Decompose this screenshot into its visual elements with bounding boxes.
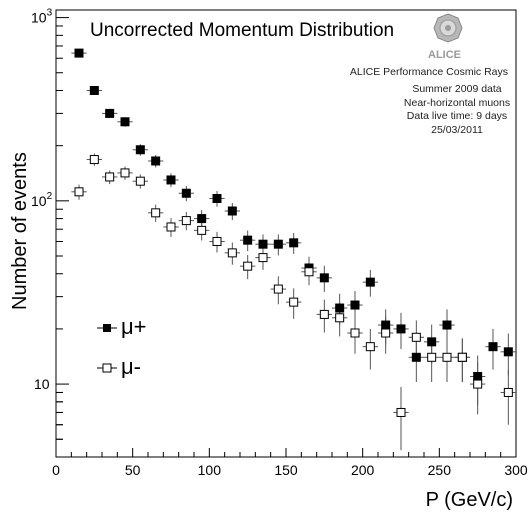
annotation-date: 25/03/2011 (431, 124, 483, 136)
y-tick-exponent: 2 (47, 191, 53, 202)
data-point-mu-plus (105, 108, 115, 118)
y-tick-label: 102 (31, 191, 53, 209)
data-point-mu-minus (181, 216, 191, 226)
data-point-mu-plus (365, 277, 375, 287)
y-tick-label: 103 (31, 8, 53, 26)
data-point-mu-minus (227, 248, 237, 258)
data-point-mu-plus (289, 238, 299, 248)
annotation-period: Summer 2009 data (412, 83, 501, 95)
data-point-mu-plus (212, 193, 222, 203)
data-point-mu-plus (243, 235, 253, 245)
alice-logo: ALICE (428, 13, 463, 61)
data-point-mu-minus (304, 267, 314, 277)
data-point-mu-minus (427, 352, 437, 362)
x-axis-label: P (GeV/c) (426, 489, 513, 511)
annotation-livetime: Data live time: 9 days (407, 110, 507, 122)
x-tick-label: 0 (52, 462, 60, 478)
y-tick-label: 10 (34, 376, 50, 392)
data-point-mu-plus (335, 303, 345, 313)
data-point-mu-minus (105, 172, 115, 182)
data-point-mu-plus (74, 48, 84, 58)
data-point-mu-plus (227, 206, 237, 216)
data-point-mu-minus (396, 407, 406, 417)
legend-label-mu-minus: μ- (121, 354, 141, 379)
legend: μ+ μ- (97, 314, 147, 379)
data-point-mu-minus (411, 332, 421, 342)
data-point-mu-plus (350, 300, 360, 310)
data-point-mu-plus (120, 117, 130, 127)
data-point-mu-minus (74, 187, 84, 197)
data-point-mu-minus (381, 328, 391, 338)
data-point-mu-plus (197, 214, 207, 224)
data-point-mu-minus (503, 387, 513, 397)
x-tick-label: 200 (351, 462, 375, 478)
data-point-mu-minus (166, 222, 176, 232)
data-point-mu-plus (381, 320, 391, 330)
data-point-mu-minus (457, 352, 467, 362)
data-point-mu-minus (243, 261, 253, 271)
data-point-mu-plus (273, 239, 283, 249)
data-point-mu-plus (396, 324, 406, 334)
data-point-mu-plus (151, 156, 161, 166)
legend-marker-mu-plus (103, 324, 111, 332)
data-point-mu-minus (319, 309, 329, 319)
data-point-mu-plus (411, 352, 421, 362)
data-point-mu-plus (258, 239, 268, 249)
data-point-mu-minus (442, 352, 452, 362)
data-point-mu-minus (365, 342, 375, 352)
data-point-mu-plus (135, 145, 145, 155)
legend-marker-mu-minus (102, 363, 112, 373)
data-point-mu-plus (319, 273, 329, 283)
x-tick-label: 100 (198, 462, 222, 478)
y-axis-label: Number of events (9, 152, 31, 310)
data-point-mu-minus (350, 328, 360, 338)
x-tick-label: 300 (504, 462, 528, 478)
data-point-mu-minus (289, 297, 299, 307)
data-point-mu-minus (135, 176, 145, 186)
x-tick-label: 250 (428, 462, 452, 478)
chart-title: Uncorrected Momentum Distribution (90, 20, 394, 41)
y-tick-exponent: 3 (47, 8, 53, 19)
data-point-mu-plus (89, 86, 99, 96)
data-point-mu-minus (473, 379, 483, 389)
data-point-mu-minus (89, 155, 99, 165)
data-point-mu-minus (197, 225, 207, 235)
data-markers (74, 48, 513, 417)
data-point-mu-plus (427, 337, 437, 347)
data-point-mu-plus (473, 371, 483, 381)
data-point-mu-minus (335, 313, 345, 323)
axis-ticks: 0 50 100 150 200 250 300 10 102 103 (31, 8, 528, 478)
logo-label: ALICE (428, 49, 461, 61)
data-point-mu-minus (120, 168, 130, 178)
data-point-mu-minus (273, 284, 283, 294)
annotation-sample: Near-horizontal muons (404, 97, 510, 109)
data-point-mu-minus (151, 208, 161, 218)
data-point-mu-plus (442, 320, 452, 330)
data-point-mu-plus (181, 188, 191, 198)
data-point-mu-plus (488, 342, 498, 352)
legend-label-mu-plus: μ+ (121, 314, 147, 339)
x-tick-label: 150 (274, 462, 298, 478)
data-point-mu-minus (212, 236, 222, 246)
data-point-mu-plus (503, 347, 513, 357)
annotation-collaboration: ALICE Performance Cosmic Rays (350, 66, 508, 78)
data-point-mu-plus (166, 175, 176, 185)
data-point-mu-minus (258, 253, 268, 263)
x-tick-label: 50 (125, 462, 141, 478)
